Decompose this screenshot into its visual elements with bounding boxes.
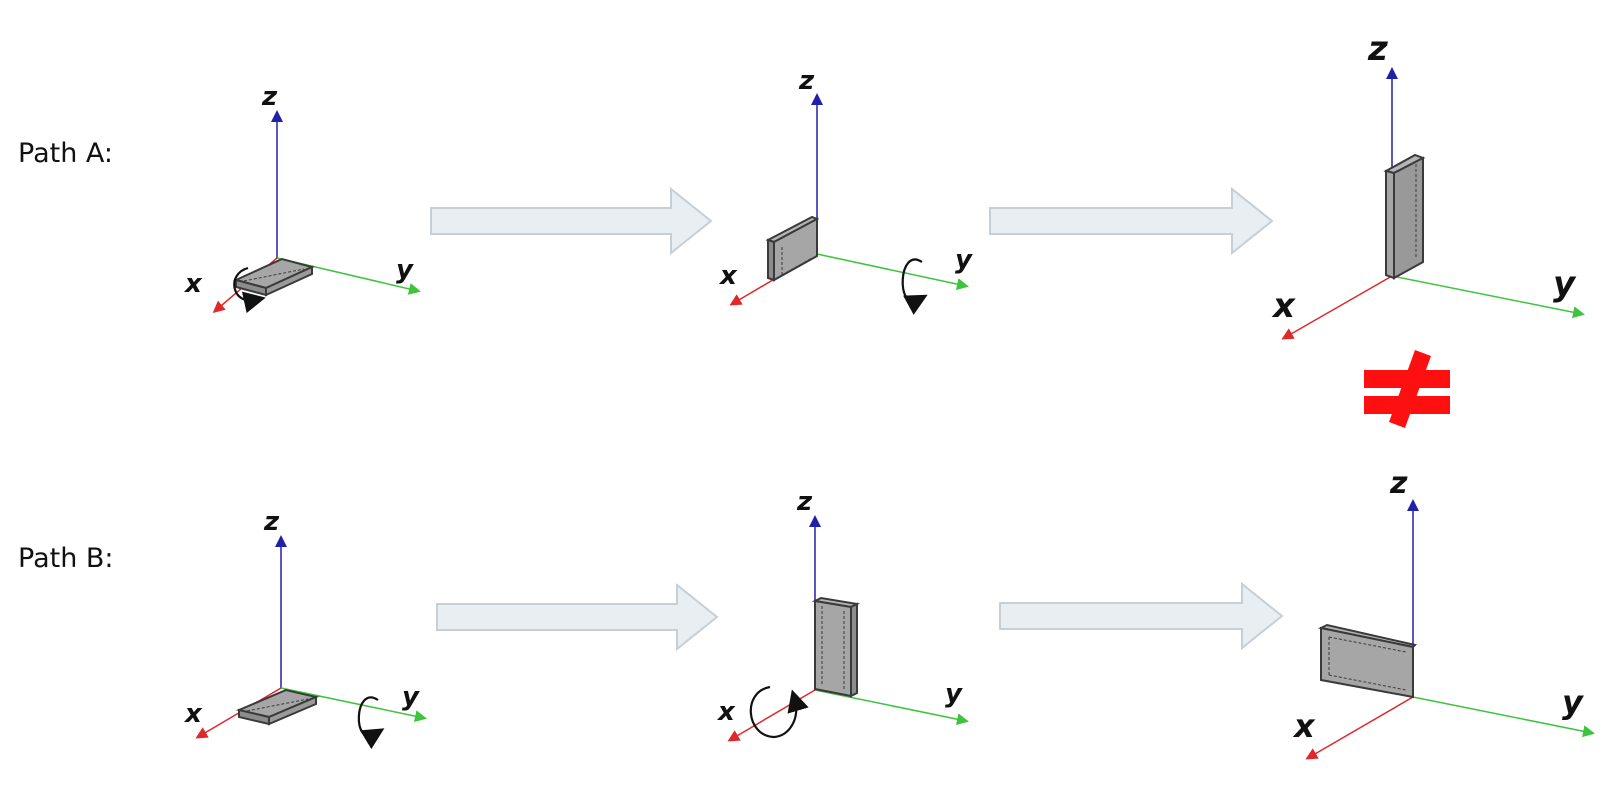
y-axis <box>280 687 427 723</box>
x-axis-label: x <box>183 699 203 729</box>
path-a-step-2: z y x <box>718 66 973 315</box>
rotation-about-x-icon <box>233 266 266 314</box>
transition-arrow <box>430 186 713 256</box>
x-axis <box>727 689 816 742</box>
path-b-step-1: z y x <box>183 507 427 750</box>
plate <box>1383 153 1426 280</box>
plate <box>1317 623 1417 699</box>
y-axis-label: y <box>396 255 414 285</box>
y-axis-label: y <box>1553 264 1577 304</box>
plate <box>235 688 320 726</box>
y-axis-label: y <box>945 679 963 709</box>
path-b-label: Path B: <box>18 543 114 574</box>
x-axis-label: x <box>716 697 736 727</box>
transition-arrow <box>436 582 719 652</box>
z-axis-label: z <box>796 487 813 517</box>
x-axis-label: x <box>1271 286 1296 326</box>
y-axis <box>1412 696 1595 738</box>
x-axis-label: x <box>718 261 738 291</box>
x-axis <box>1281 275 1393 340</box>
z-axis-label: z <box>261 82 278 112</box>
z-axis-label: z <box>263 507 280 537</box>
x-axis <box>1305 696 1414 760</box>
rotation-about-y-icon <box>901 258 928 315</box>
transition-arrow <box>989 186 1274 256</box>
y-axis-label: y <box>1562 683 1584 721</box>
path-a-step-1: z y x <box>183 82 421 314</box>
plate <box>811 596 861 698</box>
y-axis-label: y <box>955 245 973 275</box>
x-axis-label: x <box>1292 707 1316 745</box>
path-a-result: z y x <box>1271 29 1585 340</box>
transition-arrow <box>999 581 1284 651</box>
rotation-about-x-icon <box>749 685 809 739</box>
y-axis <box>816 253 969 290</box>
path-a-label: Path A: <box>18 138 113 169</box>
y-axis <box>1391 275 1585 319</box>
rotation-about-y-icon <box>357 696 385 750</box>
z-axis-label: z <box>1367 29 1388 69</box>
plate <box>233 257 315 297</box>
not-equal-icon <box>1364 350 1450 428</box>
x-axis-label: x <box>183 269 203 299</box>
z-axis-label: z <box>1389 466 1408 501</box>
plate <box>765 215 820 282</box>
y-axis <box>814 689 969 726</box>
path-b-step-2: z y x <box>716 487 969 742</box>
path-b-result: z y x <box>1292 466 1595 760</box>
y-axis-label: y <box>402 682 420 712</box>
z-axis-label: z <box>798 66 815 96</box>
